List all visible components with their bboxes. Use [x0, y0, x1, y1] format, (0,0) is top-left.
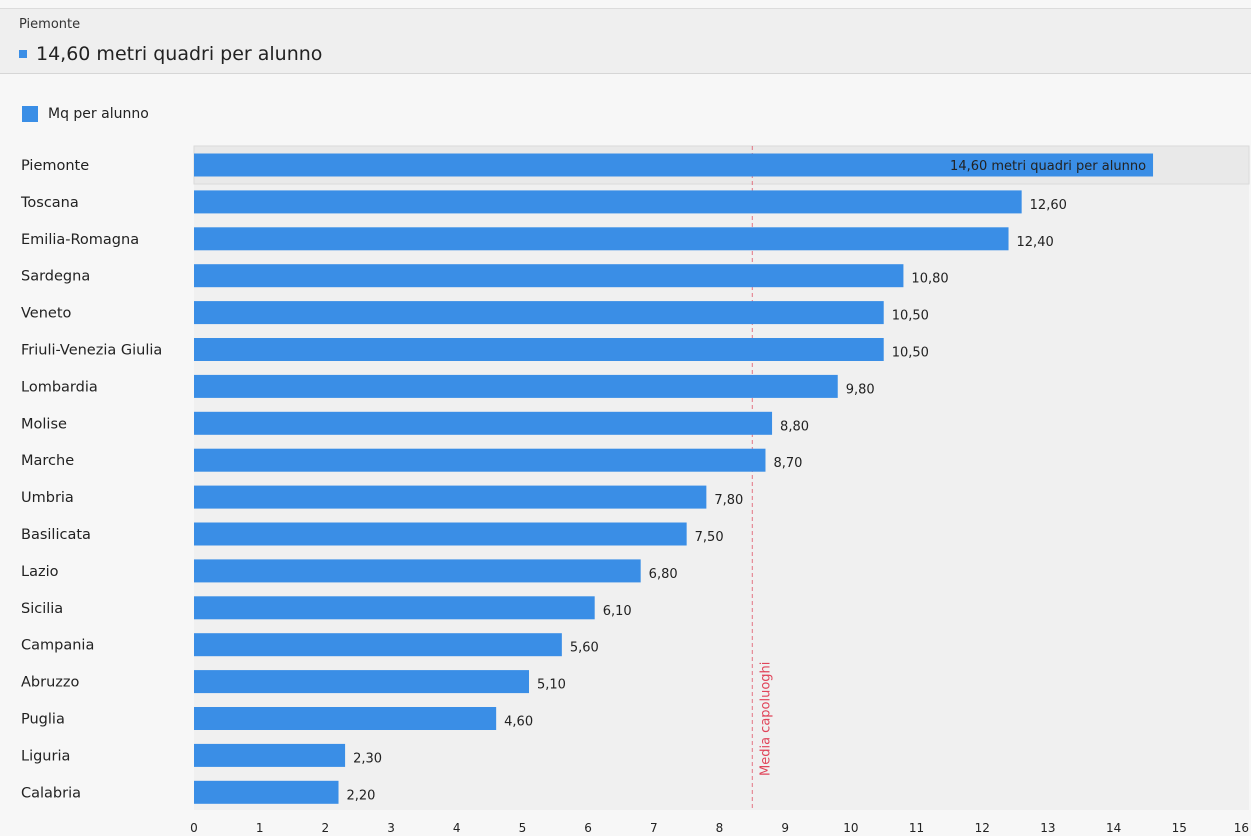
- bar[interactable]: [194, 485, 707, 509]
- x-tick-label: 10: [843, 821, 858, 835]
- bar[interactable]: [194, 596, 595, 620]
- bar[interactable]: [194, 780, 339, 804]
- x-tick-label: 14: [1106, 821, 1121, 835]
- value-label: 5,10: [537, 678, 566, 693]
- category-label: Sicilia: [21, 601, 63, 617]
- value-label: 12,60: [1030, 198, 1067, 213]
- x-tick-label: 15: [1172, 821, 1187, 835]
- x-tick-label: 2: [322, 821, 330, 835]
- x-tick-label: 5: [519, 821, 527, 835]
- value-label: 10,80: [911, 272, 948, 287]
- bar[interactable]: [194, 559, 641, 583]
- value-label: 6,10: [603, 604, 632, 619]
- category-label: Emilia-Romagna: [21, 232, 139, 248]
- x-tick-label: 6: [584, 821, 592, 835]
- x-tick-label: 4: [453, 821, 461, 835]
- category-label: Molise: [21, 416, 67, 432]
- value-label: 7,50: [695, 530, 724, 545]
- x-tick-label: 3: [387, 821, 395, 835]
- bar[interactable]: [194, 153, 1154, 177]
- value-label: 7,80: [714, 493, 743, 508]
- category-label: Marche: [21, 453, 74, 469]
- category-label: Puglia: [21, 712, 65, 728]
- bar[interactable]: [194, 301, 884, 325]
- x-tick-label: 16: [1234, 821, 1249, 835]
- x-tick-label: 12: [975, 821, 990, 835]
- bar[interactable]: [194, 190, 1022, 214]
- reference-line-label: Media capoluoghi: [758, 662, 773, 776]
- bar[interactable]: [194, 633, 562, 657]
- value-label: 2,30: [353, 751, 382, 766]
- category-label: Campania: [21, 638, 94, 654]
- category-label: Piemonte: [21, 158, 89, 174]
- legend-label: Mq per alunno: [48, 106, 149, 122]
- bar[interactable]: [194, 522, 687, 546]
- category-label: Toscana: [20, 195, 79, 211]
- category-label: Sardegna: [21, 269, 90, 285]
- value-label: 12,40: [1017, 235, 1054, 250]
- value-label: 8,70: [773, 456, 802, 471]
- x-tick-label: 13: [1040, 821, 1055, 835]
- category-label: Calabria: [21, 785, 81, 801]
- category-label: Liguria: [21, 748, 70, 764]
- chart-legend[interactable]: Mq per alunno: [22, 106, 149, 122]
- value-label: 5,60: [570, 641, 599, 656]
- category-label: Umbria: [21, 490, 74, 506]
- header-region-name: Piemonte: [19, 17, 81, 32]
- x-tick-label: 11: [909, 821, 924, 835]
- x-tick-label: 9: [781, 821, 789, 835]
- category-label: Friuli-Venezia Giulia: [21, 343, 162, 359]
- bar[interactable]: [194, 264, 904, 288]
- bar[interactable]: [194, 227, 1009, 251]
- x-tick-label: 8: [716, 821, 724, 835]
- bar[interactable]: [194, 743, 346, 767]
- value-label: 6,80: [649, 567, 678, 582]
- header-value-row: 14,60 metri quadri per alunno: [19, 43, 322, 65]
- bar[interactable]: [194, 670, 530, 694]
- tooltip-header: Piemonte 14,60 metri quadri per alunno: [0, 9, 1251, 74]
- header-value-text: 14,60 metri quadri per alunno: [36, 43, 323, 65]
- x-tick-label: 1: [256, 821, 264, 835]
- category-label: Abruzzo: [21, 675, 79, 691]
- value-label: 4,60: [504, 715, 533, 730]
- value-label: 2,20: [347, 788, 376, 803]
- x-tick-label: 7: [650, 821, 658, 835]
- value-label: 10,50: [892, 346, 929, 361]
- bar[interactable]: [194, 338, 884, 361]
- category-label: Lombardia: [21, 379, 98, 395]
- category-label: Veneto: [21, 306, 72, 322]
- category-label: Lazio: [21, 564, 59, 580]
- bar[interactable]: [194, 448, 766, 472]
- bar[interactable]: [194, 707, 497, 730]
- value-label: 14,60 metri quadri per alunno: [950, 159, 1146, 174]
- x-tick-label: 0: [190, 821, 198, 835]
- bar[interactable]: [194, 411, 773, 435]
- category-label: Basilicata: [21, 527, 91, 543]
- bar[interactable]: [194, 374, 838, 398]
- header-series-swatch: [19, 50, 27, 58]
- value-label: 8,80: [780, 419, 809, 434]
- plot-area: [194, 146, 1249, 810]
- top-rule: [0, 8, 1251, 9]
- value-label: 9,80: [846, 382, 875, 397]
- value-label: 10,50: [892, 309, 929, 324]
- legend-swatch: [22, 106, 38, 122]
